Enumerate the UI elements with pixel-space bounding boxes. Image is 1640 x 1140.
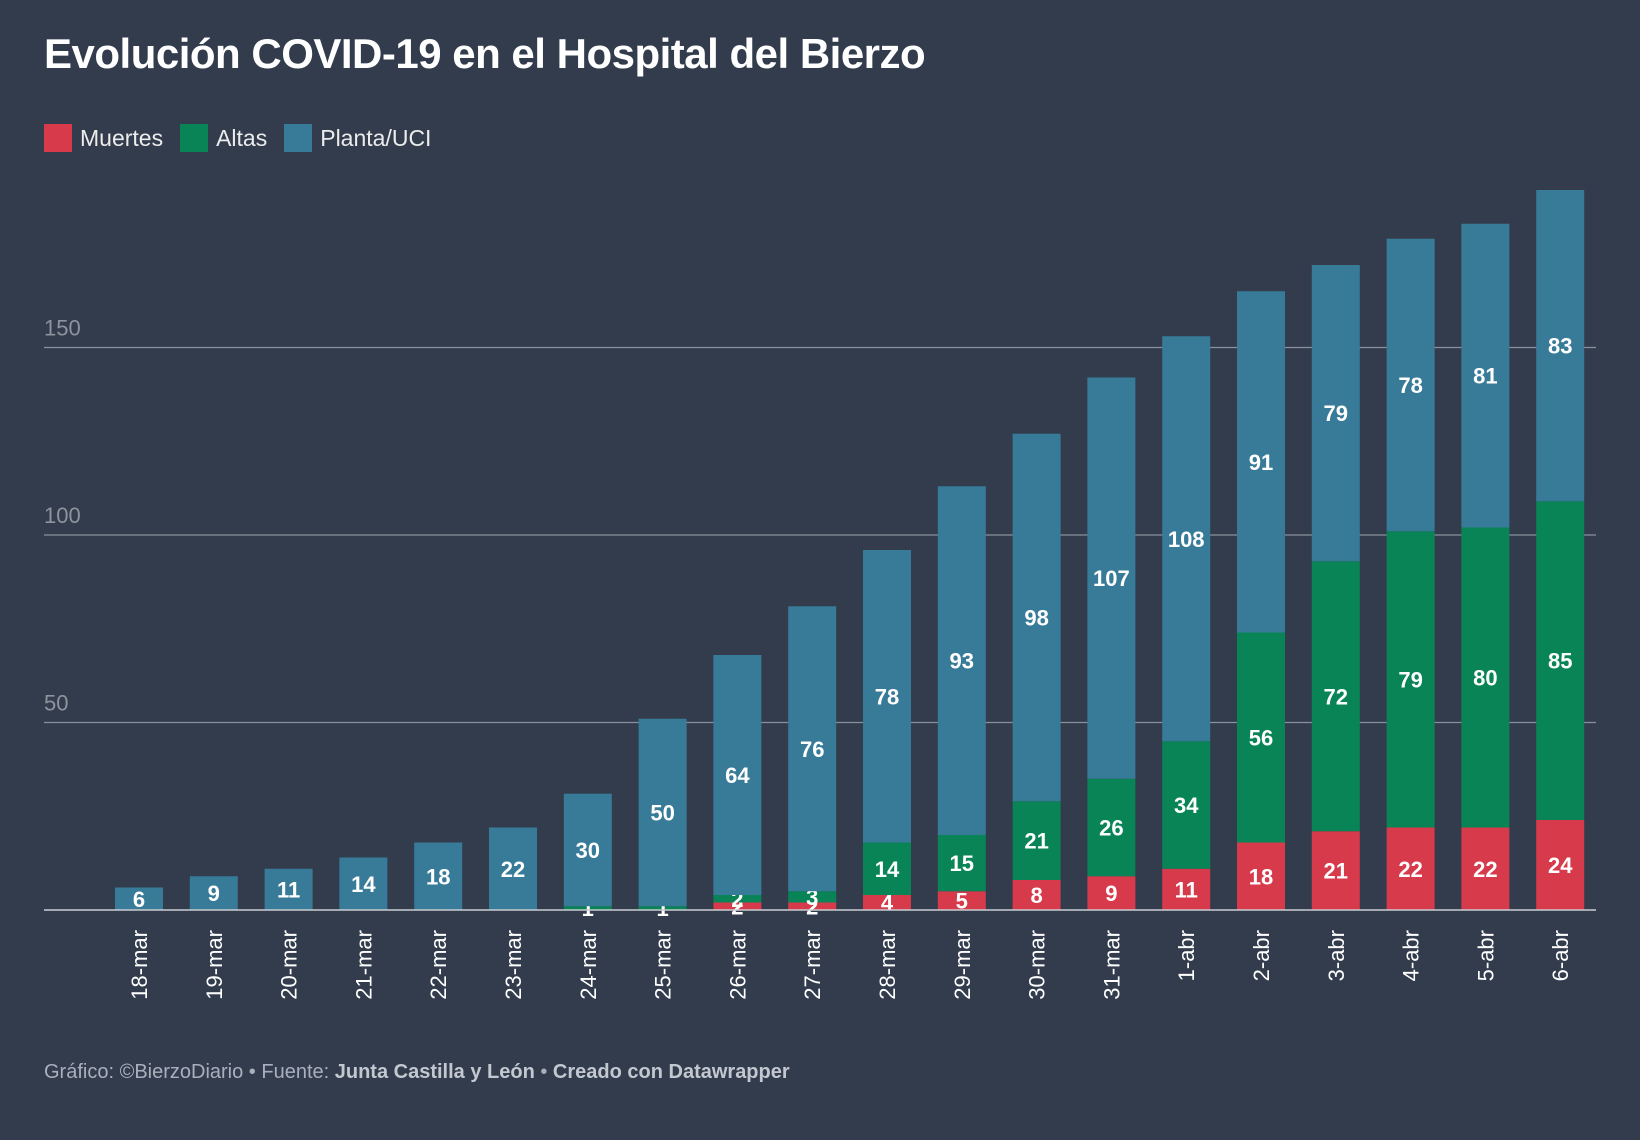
data-label-muertes-3-abr: 21 bbox=[1324, 859, 1348, 884]
x-tick-label-27-mar: 27-mar bbox=[800, 930, 825, 1000]
data-label-plantauci-21-mar: 14 bbox=[351, 872, 376, 897]
data-label-plantauci-1-abr: 108 bbox=[1168, 527, 1205, 552]
data-label-plantauci-24-mar: 30 bbox=[576, 838, 600, 863]
x-tick-label-21-mar: 21-mar bbox=[351, 930, 376, 1000]
data-label-muertes-31-mar: 9 bbox=[1105, 881, 1117, 906]
x-tick-label-22-mar: 22-mar bbox=[426, 930, 451, 1000]
data-label-plantauci-4-abr: 78 bbox=[1398, 373, 1422, 398]
x-tick-label-3-abr: 3-abr bbox=[1324, 930, 1349, 981]
stacked-bar-chart: 50 100 150 6 18-mar 9 19-mar 11 20-mar 14 21-mar 18… bbox=[0, 0, 1640, 1140]
data-label-altas-31-mar: 26 bbox=[1099, 816, 1123, 841]
data-label-plantauci-6-abr: 83 bbox=[1548, 334, 1572, 359]
footer-prefix: Gráfico: ©BierzoDiario • Fuente: bbox=[44, 1061, 335, 1083]
data-label-plantauci-20-mar: 11 bbox=[277, 877, 300, 902]
data-label-plantauci-22-mar: 18 bbox=[426, 864, 450, 889]
data-label-plantauci-25-mar: 50 bbox=[650, 801, 674, 826]
footer-credit: Creado con Datawrapper bbox=[553, 1061, 790, 1083]
data-label-altas-1-abr: 34 bbox=[1174, 793, 1199, 818]
data-label-plantauci-30-mar: 98 bbox=[1024, 606, 1048, 631]
data-label-plantauci-29-mar: 93 bbox=[950, 649, 974, 674]
data-label-altas-2-abr: 56 bbox=[1249, 726, 1273, 751]
data-label-muertes-5-abr: 22 bbox=[1473, 857, 1497, 882]
x-tick-label-5-abr: 5-abr bbox=[1473, 930, 1498, 981]
x-tick-label-30-mar: 30-mar bbox=[1025, 930, 1050, 1000]
y-tick-label-100: 100 bbox=[44, 503, 81, 528]
data-label-altas-30-mar: 21 bbox=[1024, 829, 1048, 854]
x-tick-label-2-abr: 2-abr bbox=[1249, 930, 1274, 981]
y-tick-label-150: 150 bbox=[44, 316, 81, 341]
x-tick-label-1-abr: 1-abr bbox=[1174, 930, 1199, 981]
data-label-muertes-4-abr: 22 bbox=[1398, 857, 1422, 882]
x-tick-label-29-mar: 29-mar bbox=[950, 930, 975, 1000]
data-label-plantauci-3-abr: 79 bbox=[1324, 401, 1348, 426]
data-label-plantauci-26-mar: 64 bbox=[725, 763, 750, 788]
footer-separator: • bbox=[535, 1061, 553, 1083]
data-label-plantauci-2-abr: 91 bbox=[1249, 450, 1273, 475]
footer-credits: Gráfico: ©BierzoDiario • Fuente: Junta C… bbox=[44, 1061, 790, 1084]
x-tick-label-24-mar: 24-mar bbox=[576, 930, 601, 1000]
data-label-altas-5-abr: 80 bbox=[1473, 666, 1497, 691]
data-label-altas-3-abr: 72 bbox=[1324, 684, 1348, 709]
y-tick-label-50: 50 bbox=[44, 691, 68, 716]
footer-source: Junta Castilla y León bbox=[335, 1061, 535, 1083]
x-tick-label-31-mar: 31-mar bbox=[1099, 930, 1124, 1000]
data-label-muertes-30-mar: 8 bbox=[1030, 883, 1042, 908]
x-tick-label-26-mar: 26-mar bbox=[725, 930, 750, 1000]
x-tick-label-6-abr: 6-abr bbox=[1548, 930, 1573, 981]
data-label-plantauci-5-abr: 81 bbox=[1473, 364, 1497, 389]
data-label-altas-4-abr: 79 bbox=[1398, 667, 1422, 692]
x-tick-label-4-abr: 4-abr bbox=[1399, 930, 1424, 981]
data-label-plantauci-28-mar: 78 bbox=[875, 684, 899, 709]
x-tick-label-23-mar: 23-mar bbox=[501, 930, 526, 1000]
x-tick-label-18-mar: 18-mar bbox=[127, 930, 152, 1000]
data-label-muertes-6-abr: 24 bbox=[1548, 853, 1573, 878]
data-label-muertes-2-abr: 18 bbox=[1249, 864, 1273, 889]
data-label-altas-28-mar: 14 bbox=[875, 857, 900, 882]
x-tick-label-25-mar: 25-mar bbox=[651, 930, 676, 1000]
data-label-plantauci-18-mar: 6 bbox=[133, 887, 145, 912]
x-tick-label-28-mar: 28-mar bbox=[875, 930, 900, 1000]
data-label-plantauci-31-mar: 107 bbox=[1093, 566, 1130, 591]
data-label-plantauci-19-mar: 9 bbox=[208, 881, 220, 906]
data-label-altas-29-mar: 15 bbox=[950, 851, 974, 876]
x-tick-label-20-mar: 20-mar bbox=[277, 930, 302, 1000]
data-label-muertes-1-abr: 11 bbox=[1175, 877, 1198, 902]
data-label-altas-6-abr: 85 bbox=[1548, 649, 1572, 674]
data-label-plantauci-23-mar: 22 bbox=[501, 857, 525, 882]
data-label-plantauci-27-mar: 76 bbox=[800, 737, 824, 762]
x-tick-label-19-mar: 19-mar bbox=[202, 930, 227, 1000]
